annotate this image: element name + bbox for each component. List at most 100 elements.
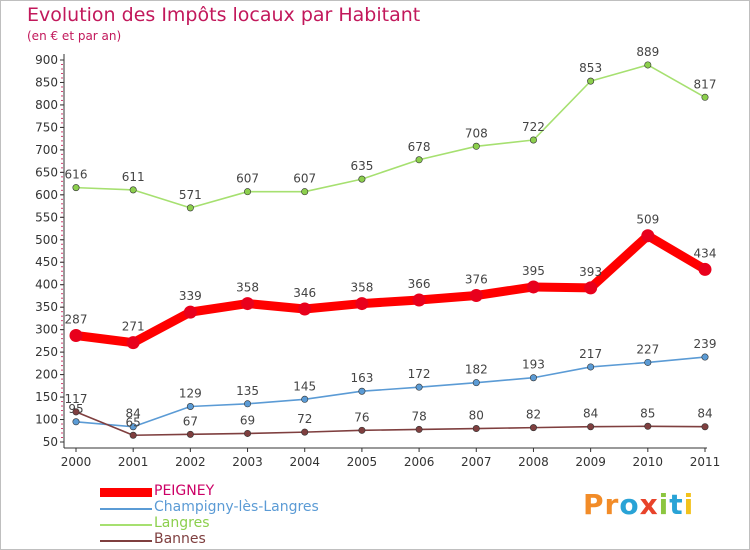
data-point [644,358,652,366]
data-label: 227 [636,342,659,356]
x-tick-label: 2000 [61,455,92,469]
data-label: 509 [636,213,659,227]
logo-letter: P [583,488,605,521]
data-label: 84 [583,407,598,421]
data-point [186,430,194,438]
data-point [129,431,137,439]
data-label: 78 [411,409,426,423]
y-tick-label: 400 [35,278,58,292]
data-label: 117 [65,392,88,406]
y-tick-label: 150 [35,390,58,404]
legend-label: Langres [154,515,210,531]
data-label: 193 [522,358,545,372]
data-label: 616 [65,168,88,182]
data-label: 339 [179,289,202,303]
data-point [701,93,709,101]
y-tick-label: 900 [35,53,58,67]
data-label: 346 [293,286,316,300]
logo-letter: x [639,488,659,521]
data-label: 76 [354,410,369,424]
data-label: 82 [526,408,541,422]
series-line-peigney [71,231,710,348]
data-point [415,156,423,164]
data-label: 239 [694,337,717,351]
data-label: 889 [636,45,659,59]
y-tick-label: 600 [35,188,58,202]
data-label: 217 [579,347,602,361]
data-label: 182 [465,363,488,377]
y-tick-label: 500 [35,233,58,247]
data-label: 271 [122,320,145,334]
x-tick-label: 2004 [289,455,320,469]
data-label: 65 [126,415,141,429]
data-point [698,262,712,276]
data-point [129,423,137,431]
legend-item: Langres [100,515,360,532]
data-point [126,336,140,350]
data-point [244,188,252,196]
data-point [298,302,312,316]
data-point [587,423,595,431]
data-point [412,293,426,307]
data-label: 395 [522,264,545,278]
data-point [644,422,652,430]
series-line-champigny-l-s-langres [75,356,706,428]
chart-legend: PEIGNEY Champigny-lès-Langres Langres Banne… [100,483,360,548]
x-tick-label: 2006 [404,455,435,469]
data-point [415,425,423,433]
x-tick-label: 2001 [118,455,149,469]
data-point [72,184,80,192]
y-tick-label: 450 [35,255,58,269]
y-tick-label: 100 [35,413,58,427]
data-point [301,428,309,436]
data-label: 80 [469,409,484,423]
logo-letter: i [658,488,670,521]
data-label: 72 [297,412,312,426]
data-point [529,136,537,144]
logo-letter: i [683,488,695,521]
data-point [72,408,80,416]
legend-item: PEIGNEY [100,483,360,500]
data-label: 84 [697,407,712,421]
x-tick-label: 2003 [232,455,263,469]
data-label: 287 [65,312,88,326]
y-tick-label: 550 [35,210,58,224]
data-label: 571 [179,188,202,202]
series-line-bannes [75,411,706,437]
data-label: 366 [408,277,431,291]
data-point [415,383,423,391]
data-point [69,328,83,342]
logo-letter: o [619,488,640,521]
data-label: 67 [183,414,198,428]
logo-letter: r [604,488,620,521]
data-point [587,363,595,371]
data-point [644,61,652,69]
data-label: 163 [350,371,373,385]
data-point [472,379,480,387]
x-tick-label: 2005 [347,455,378,469]
legend-swatch [100,508,152,510]
data-label: 853 [579,61,602,75]
data-point [183,305,197,319]
data-label: 722 [522,120,545,134]
data-point [244,400,252,408]
data-point [301,395,309,403]
data-label: 393 [579,265,602,279]
data-label: 376 [465,272,488,286]
data-point [301,188,309,196]
x-tick-label: 2010 [633,455,664,469]
data-label: 358 [236,281,259,295]
legend-label: Champigny-lès-Langres [154,499,319,515]
data-point [241,297,255,311]
y-tick-label: 350 [35,300,58,314]
data-point [584,281,598,295]
x-tick-label: 2009 [575,455,606,469]
data-label: 678 [408,140,431,154]
data-label: 607 [236,172,259,186]
legend-swatch [100,540,152,542]
data-point [469,288,483,302]
data-label: 129 [179,386,202,400]
data-point [129,186,137,194]
